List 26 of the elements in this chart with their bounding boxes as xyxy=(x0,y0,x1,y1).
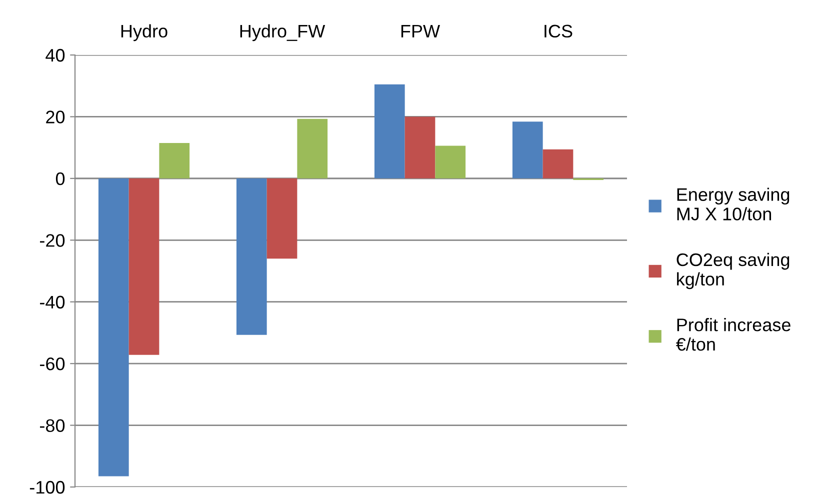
y-tick-label: 40 xyxy=(46,48,65,62)
y-tick-label: 0 xyxy=(56,172,65,186)
bar xyxy=(404,116,436,178)
bar xyxy=(435,146,466,178)
bar xyxy=(236,178,267,335)
legend-label: CO2eq saving kg/ton xyxy=(676,252,790,290)
bar xyxy=(98,178,129,476)
y-tick-label: -20 xyxy=(40,234,65,247)
bar xyxy=(297,118,328,178)
y-tick-label: -100 xyxy=(30,480,65,494)
y-tick-label: -60 xyxy=(40,358,65,370)
bar xyxy=(374,84,405,178)
bar xyxy=(159,142,190,178)
y-tick-label: -80 xyxy=(40,419,65,432)
bar xyxy=(542,149,574,178)
legend-label: Profit increase €/ton xyxy=(676,318,790,351)
y-tick-label: -40 xyxy=(40,296,65,309)
x-tick-label: ICS xyxy=(544,24,572,38)
bar xyxy=(512,122,543,178)
x-tick-label: Hydro xyxy=(121,24,168,42)
y-tick-label: 20 xyxy=(46,110,65,124)
bar xyxy=(266,178,298,259)
bar xyxy=(128,178,160,355)
legend-label: Energy saving MJ X 10/ton xyxy=(677,188,790,220)
x-tick-label: FPW xyxy=(401,24,440,38)
x-tick-label: Hydro_FW xyxy=(240,24,326,42)
